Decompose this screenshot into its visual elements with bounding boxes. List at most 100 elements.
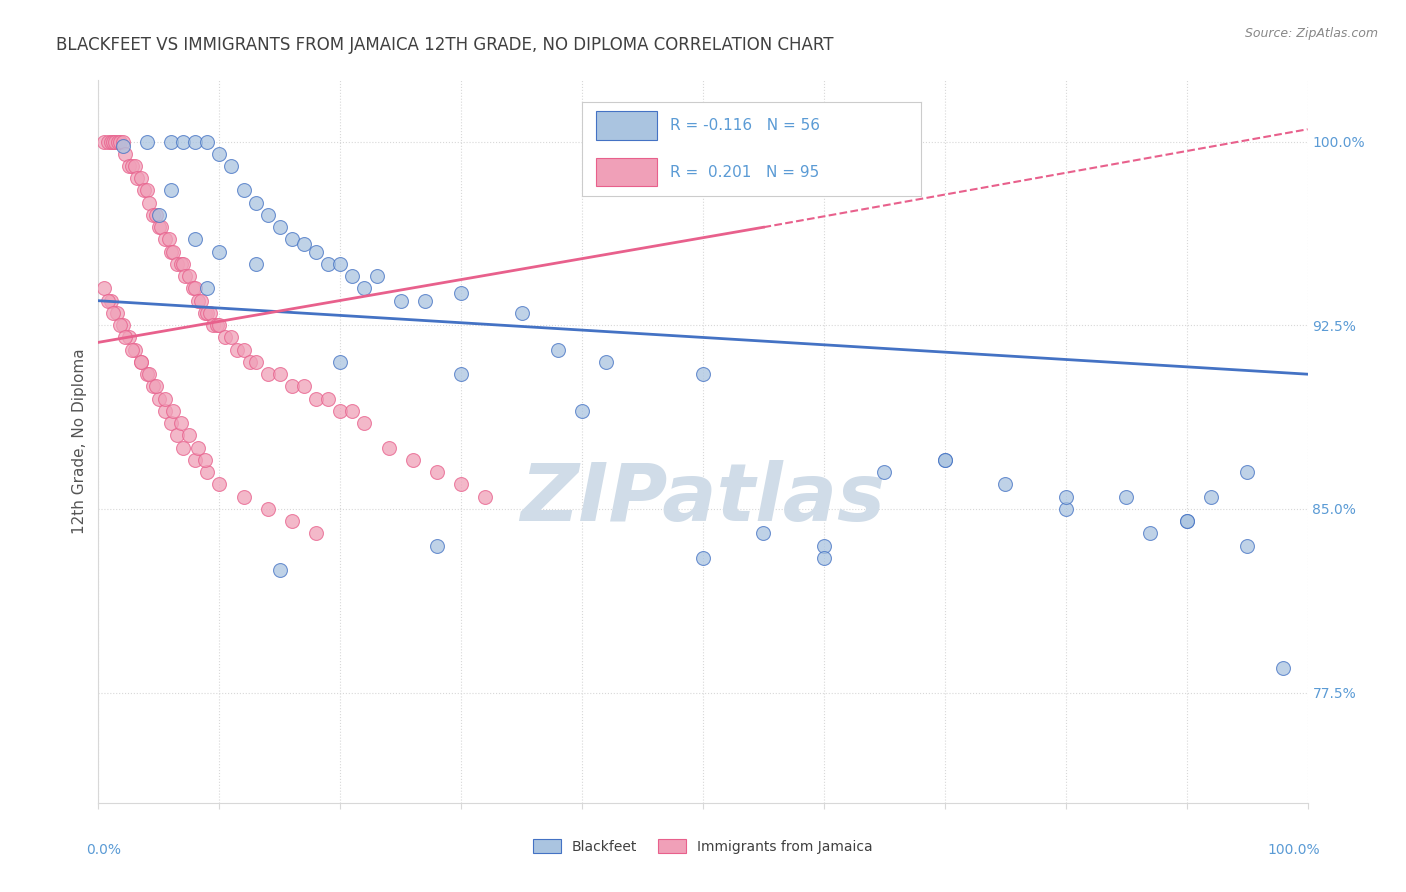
Point — [934, 453, 956, 467]
Point — [100, 293, 122, 308]
Point — [107, 135, 129, 149]
Text: BLACKFEET VS IMMIGRANTS FROM JAMAICA 12TH GRADE, NO DIPLOMA CORRELATION CHART: BLACKFEET VS IMMIGRANTS FROM JAMAICA 12T… — [56, 36, 834, 54]
Point — [121, 343, 143, 357]
Point — [1054, 502, 1077, 516]
Point — [166, 257, 188, 271]
Point — [316, 392, 339, 406]
Point — [93, 281, 115, 295]
Legend: Blackfeet, Immigrants from Jamaica: Blackfeet, Immigrants from Jamaica — [526, 832, 880, 861]
Point — [184, 281, 207, 295]
Point — [124, 343, 146, 357]
Point — [145, 208, 167, 222]
Point — [269, 563, 291, 577]
Text: 100.0%: 100.0% — [1267, 843, 1320, 856]
Y-axis label: 12th Grade, No Diploma: 12th Grade, No Diploma — [72, 349, 87, 534]
Point — [104, 135, 127, 149]
Point — [232, 490, 254, 504]
Point — [148, 208, 170, 222]
Point — [426, 465, 449, 479]
Point — [124, 159, 146, 173]
Point — [377, 441, 399, 455]
Point — [342, 269, 364, 284]
Point — [111, 139, 134, 153]
Point — [1236, 539, 1258, 553]
Point — [402, 453, 425, 467]
Point — [256, 367, 278, 381]
Point — [160, 244, 183, 259]
Point — [160, 416, 183, 430]
Point — [595, 355, 617, 369]
Point — [450, 286, 472, 301]
Point — [342, 404, 364, 418]
Point — [281, 232, 304, 246]
Text: 0.0%: 0.0% — [86, 843, 121, 856]
Point — [256, 502, 278, 516]
Point — [571, 404, 593, 418]
Point — [157, 232, 180, 246]
Point — [353, 281, 375, 295]
Point — [153, 404, 176, 418]
Point — [214, 330, 236, 344]
Point — [184, 453, 207, 467]
Point — [114, 146, 136, 161]
Point — [281, 514, 304, 528]
Point — [153, 392, 176, 406]
Point — [316, 257, 339, 271]
Point — [100, 135, 122, 149]
Point — [138, 195, 160, 210]
Point — [195, 281, 218, 295]
Point — [269, 220, 291, 235]
Point — [195, 135, 218, 149]
Point — [547, 343, 569, 357]
Point — [150, 220, 173, 235]
Point — [305, 526, 328, 541]
Point — [187, 441, 209, 455]
Point — [179, 269, 201, 284]
Point — [145, 379, 167, 393]
Point — [118, 330, 141, 344]
Point — [450, 367, 472, 381]
Point — [813, 539, 835, 553]
Point — [121, 159, 143, 173]
Point — [135, 184, 157, 198]
Point — [174, 269, 197, 284]
Point — [190, 293, 212, 308]
Point — [169, 416, 191, 430]
Point — [194, 453, 217, 467]
Point — [221, 330, 243, 344]
Point — [97, 135, 120, 149]
Point — [510, 306, 533, 320]
Point — [208, 318, 231, 333]
Point — [142, 208, 165, 222]
Point — [118, 159, 141, 173]
Point — [111, 135, 134, 149]
Point — [101, 306, 124, 320]
Point — [208, 477, 231, 491]
Point — [194, 306, 217, 320]
Point — [148, 392, 170, 406]
Point — [1236, 465, 1258, 479]
Point — [187, 293, 209, 308]
Point — [114, 330, 136, 344]
Text: ZIPatlas: ZIPatlas — [520, 460, 886, 539]
Point — [1175, 514, 1198, 528]
Point — [160, 135, 183, 149]
Point — [813, 550, 835, 565]
Point — [195, 465, 218, 479]
Point — [245, 195, 267, 210]
Point — [226, 343, 249, 357]
Point — [172, 257, 194, 271]
Point — [256, 208, 278, 222]
Point — [305, 392, 328, 406]
Point — [329, 355, 352, 369]
Point — [232, 184, 254, 198]
Point — [162, 404, 184, 418]
Point — [208, 244, 231, 259]
Point — [195, 306, 218, 320]
Point — [108, 135, 131, 149]
Point — [101, 135, 124, 149]
Point — [934, 453, 956, 467]
Point — [245, 257, 267, 271]
Point — [305, 244, 328, 259]
Point — [172, 441, 194, 455]
